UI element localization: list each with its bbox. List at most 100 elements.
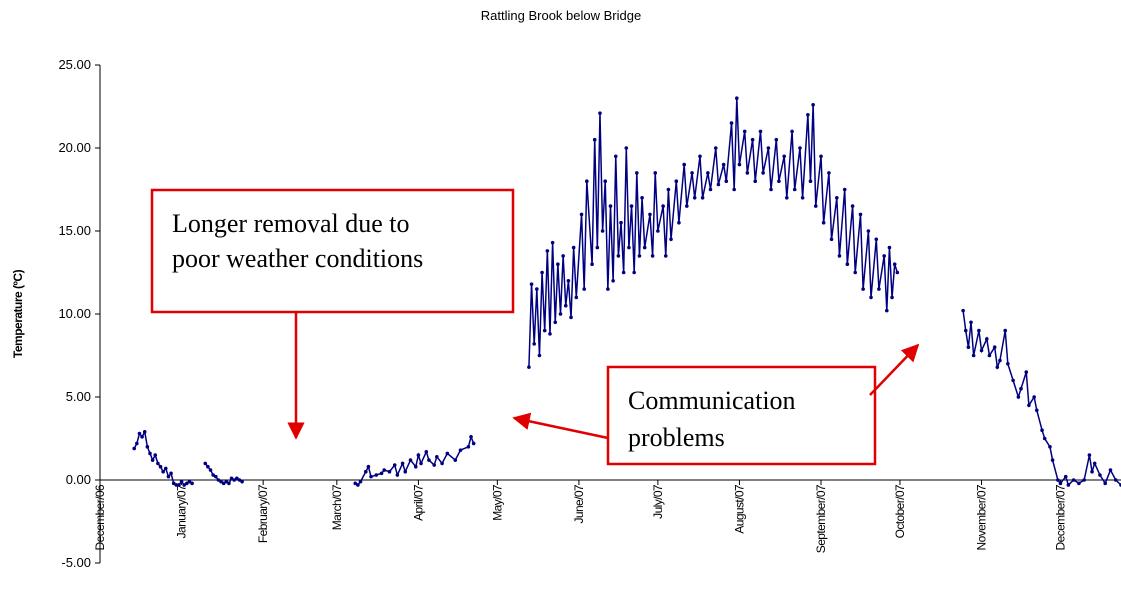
data-point [835,196,839,200]
data-point [427,458,431,462]
data-point [971,353,976,358]
data-point [1087,453,1092,457]
data-point [790,129,794,134]
y-tick-label: 10.00 [58,306,91,321]
data-point [813,204,818,208]
chart-title: Rattling Brook below Bridge [481,8,641,23]
x-tick-label: March/07 [330,484,344,530]
data-point [621,270,626,275]
data-point [229,476,234,481]
data-point [627,245,631,250]
data-point [208,468,213,472]
data-point [869,295,873,300]
data-point [379,471,384,476]
data-point [529,282,534,286]
data-point [469,435,473,439]
data-point [353,481,358,486]
data-point [1016,395,1021,399]
data-point [1019,386,1023,391]
y-tick-label: -5.00 [61,555,91,570]
data-point [798,146,802,150]
data-point [619,220,623,225]
data-point [708,187,713,192]
x-tick-label: October/07 [893,484,907,538]
data-point [471,441,476,446]
data-point [132,446,137,451]
arrow [869,343,920,396]
data-point [677,220,681,225]
data-point [571,245,576,250]
data-point [1034,408,1039,413]
data-point [374,473,379,477]
data-point [895,270,900,275]
data-point [1082,478,1086,482]
data-point [540,270,544,275]
data-point [569,315,573,320]
data-point [692,196,697,200]
data-point [574,295,579,300]
x-tick-label: August/07 [732,484,746,534]
data-point [837,254,842,258]
data-point [1063,474,1068,479]
data-point [977,328,981,333]
data-point [453,458,458,462]
data-point [819,154,823,159]
data-point [158,464,163,469]
data-point [995,365,1000,369]
y-tick-label: 25.00 [58,57,91,72]
data-point [179,479,184,484]
data-point [466,445,471,449]
data-point [713,146,718,150]
data-point [382,468,386,472]
data-point [1066,483,1071,487]
data-point [458,448,463,452]
data-point [1103,481,1108,486]
data-point [650,254,655,258]
data-point [1071,478,1076,482]
data-point [566,279,571,283]
data-point [753,179,758,183]
data-point [156,461,160,466]
annotation-text: Longer removal due to [172,209,410,238]
data-point [735,96,739,100]
data-point [706,171,710,175]
data-point [1056,478,1060,482]
data-point [656,229,660,233]
x-tick-label: July/07 [651,484,665,519]
x-tick-label: June/07 [572,484,586,523]
data-point [685,204,689,208]
data-point [808,179,813,183]
annotations: Longer removal due to poor weather condi… [150,188,920,466]
data-point [716,182,721,187]
data-point [1092,461,1097,466]
y-tick-label: 5.00 [66,389,91,404]
data-point [163,466,168,471]
x-tick-label: December/07 [1053,484,1067,550]
data-point [537,353,542,358]
data-point [792,187,797,192]
data-point [682,162,686,167]
data-point [545,249,550,253]
data-point [608,204,613,208]
data-point [887,245,892,250]
data-point [150,458,155,462]
data-point [979,348,984,353]
data-point [963,328,968,333]
data-point [369,474,373,479]
data-point [653,171,658,175]
data-point [590,262,594,267]
x-tick-label: May/07 [490,484,504,521]
data-point [432,463,436,467]
data-point [177,483,181,487]
data-point [1058,481,1063,486]
data-point [845,262,850,267]
data-point [987,353,992,358]
data-point [874,237,879,242]
data-point [135,441,139,446]
data-point [732,187,736,192]
data-point [185,481,189,486]
annotation-text: problems [628,423,725,452]
data-point [145,445,150,449]
data-point [661,204,665,208]
data-point [203,461,208,466]
